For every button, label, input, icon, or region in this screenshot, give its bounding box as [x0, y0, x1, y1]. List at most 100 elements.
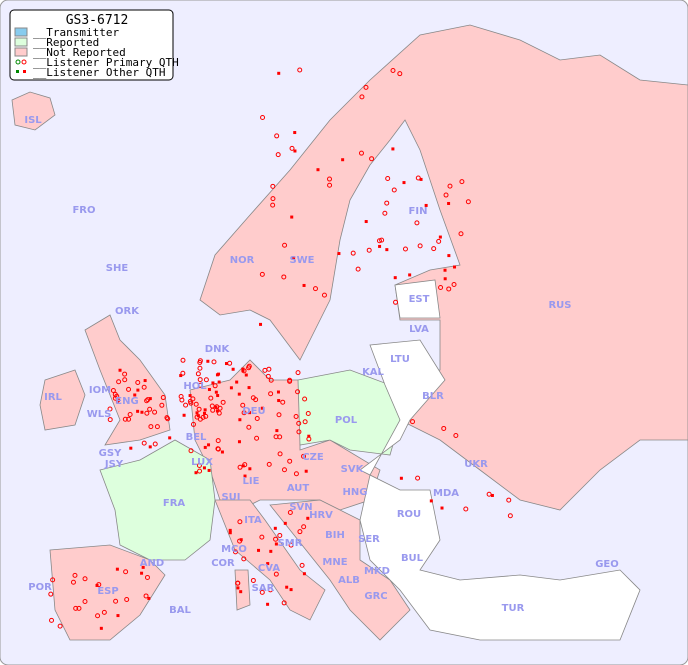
listener-primary-marker [268, 391, 274, 397]
listener-primary-marker [246, 365, 252, 371]
listener-primary-marker [305, 410, 311, 416]
country-fra [99, 439, 216, 561]
listener-primary-marker [96, 582, 102, 588]
listener-other-marker [147, 596, 151, 600]
country-labels: ISL FRO SHE ORK NOR SWE FIN RUS EST LVA LTU KAL BLR D… [24, 115, 618, 616]
listener-primary-marker [281, 274, 287, 280]
listener-primary-marker [152, 409, 158, 415]
listener-primary-marker [197, 416, 203, 422]
listener-other-marker [402, 181, 406, 185]
listener-primary-marker [266, 461, 272, 467]
listener-other-marker [140, 571, 144, 575]
listener-primary-marker [197, 365, 203, 371]
listener-primary-marker [326, 176, 332, 182]
listener-primary-marker [451, 281, 457, 287]
country-label-she: SHE [106, 263, 129, 274]
listener-primary-marker [48, 591, 54, 597]
country-label-tur: TUR [502, 603, 525, 614]
listener-other-marker [307, 434, 311, 438]
listener-primary-marker [295, 389, 301, 395]
listener-other-marker [115, 567, 119, 571]
listener-primary-marker [302, 396, 308, 402]
listener-other-marker [243, 474, 247, 478]
country-label-lva: LVA [409, 324, 429, 335]
legend-swatch-not-reported [14, 47, 28, 57]
listener-other-marker [237, 392, 241, 396]
listener-other-marker [207, 468, 211, 472]
listener-other-marker [283, 521, 287, 525]
listener-other-marker [239, 590, 243, 594]
listener-primary-marker [299, 562, 305, 568]
listener-primary-marker [327, 182, 333, 188]
listener-primary-marker [240, 402, 246, 408]
listener-primary-marker [402, 246, 408, 252]
country-label-dnk: DNK [205, 344, 231, 355]
listener-primary-marker [187, 398, 193, 404]
listener-primary-marker [82, 576, 88, 582]
country-pol [297, 369, 401, 456]
listener-primary-marker [390, 67, 396, 73]
country-label-grc: GRC [364, 591, 387, 602]
listener-markers [48, 67, 513, 630]
listener-other-marker [302, 572, 306, 576]
listener-primary-marker [458, 231, 464, 237]
listener-primary-marker [289, 145, 295, 151]
country-isl [11, 91, 56, 131]
listener-primary-marker [196, 462, 202, 468]
listener-primary-marker [141, 440, 147, 446]
listener-primary-marker [376, 238, 382, 244]
country-label-sar: SAR [252, 583, 275, 594]
listener-primary-marker [267, 587, 273, 593]
listener-primary-marker [486, 491, 492, 497]
country-label-fro: FRO [72, 205, 95, 216]
listener-primary-marker [147, 406, 153, 412]
listener-primary-marker [76, 605, 82, 611]
listener-primary-marker [301, 453, 307, 459]
country-label-bel: BEL [186, 432, 207, 443]
listener-primary-marker [190, 396, 196, 402]
listener-primary-marker [246, 424, 252, 430]
listener-other-marker [292, 256, 296, 260]
listener-other-marker [202, 466, 206, 470]
listener-primary-marker [287, 378, 293, 384]
country-label-irl: IRL [44, 392, 62, 403]
listener-other-marker [235, 380, 239, 384]
listener-primary-marker [273, 536, 279, 542]
listener-primary-marker [431, 246, 437, 252]
listener-primary-marker [282, 242, 288, 248]
listener-primary-marker [144, 410, 150, 416]
listener-primary-marker [438, 284, 444, 290]
listener-primary-marker [506, 497, 512, 503]
listener-primary-marker [415, 175, 421, 181]
listener-primary-marker [135, 380, 141, 386]
listener-primary-marker [265, 373, 271, 379]
listener-primary-marker [259, 589, 265, 595]
listener-primary-marker [241, 410, 247, 416]
listener-other-marker [275, 429, 279, 433]
country-label-jsy: JSY [104, 459, 124, 470]
listener-primary-marker [288, 542, 294, 548]
country-east-nodata [359, 339, 641, 641]
listener-primary-marker [366, 247, 372, 253]
listener-other-marker [293, 131, 297, 135]
listener-other-marker [216, 394, 220, 398]
listener-other-marker [188, 394, 192, 398]
country-label-hrv: HRV [309, 510, 333, 521]
listener-other-marker [203, 445, 207, 449]
listener-primary-marker [410, 419, 416, 425]
listener-primary-marker [268, 377, 274, 383]
listener-primary-marker [180, 370, 186, 376]
legend-other-icon [23, 70, 26, 73]
listener-primary-marker [141, 384, 147, 390]
listener-primary-marker [110, 388, 116, 394]
listener-primary-marker [254, 435, 260, 441]
listener-other-marker [438, 235, 442, 239]
listener-primary-marker [194, 414, 200, 420]
listener-other-marker [316, 168, 320, 172]
listener-primary-marker [312, 286, 318, 292]
listener-primary-marker [301, 524, 307, 530]
listener-primary-marker [232, 549, 238, 555]
country-label-kal: KAL [362, 367, 384, 378]
listener-primary-marker [164, 415, 170, 421]
country-label-bal: BAL [169, 605, 191, 616]
